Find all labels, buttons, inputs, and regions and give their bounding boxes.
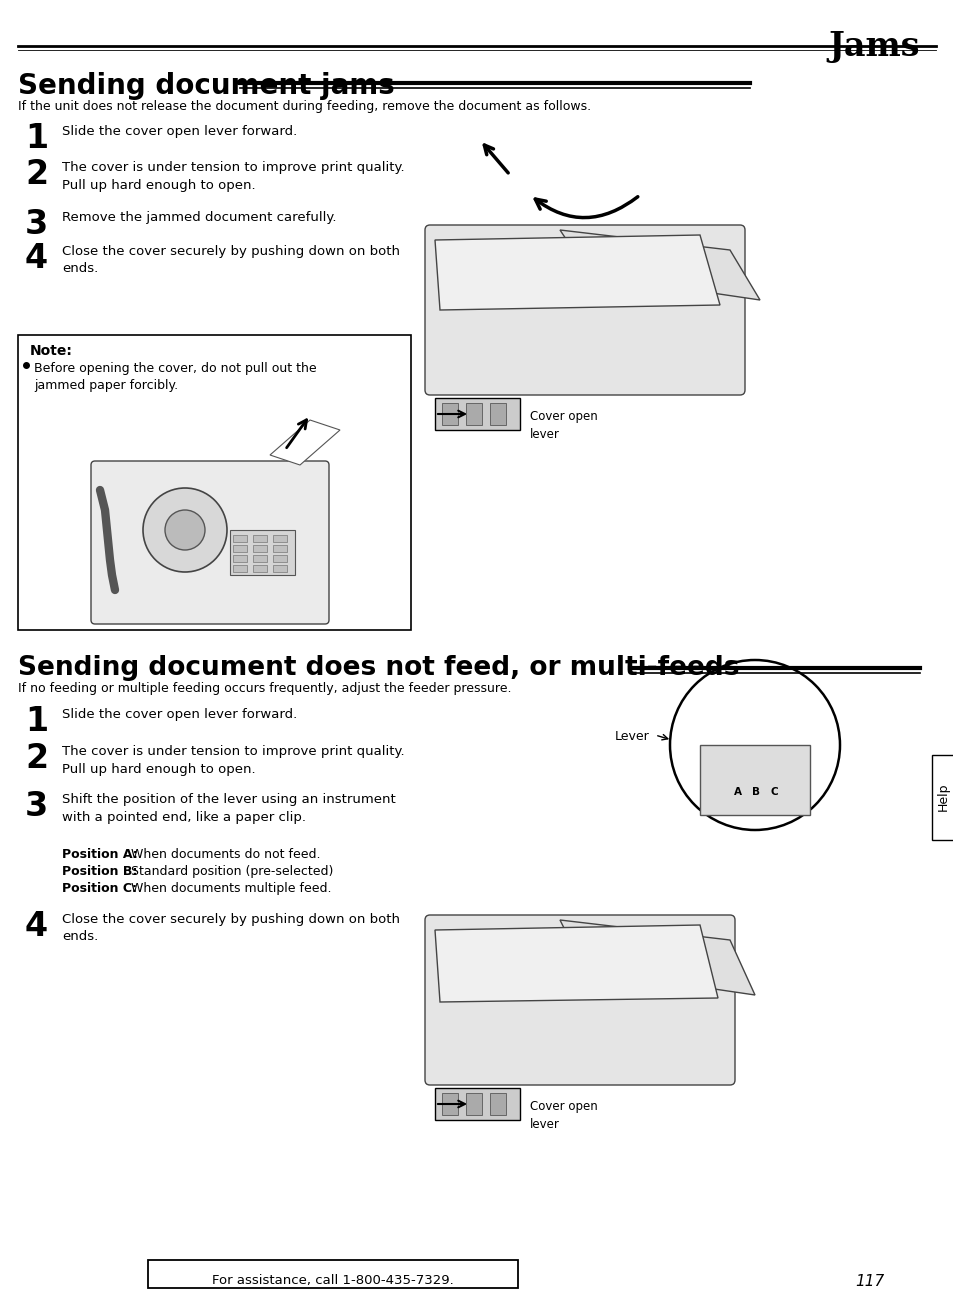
Circle shape bbox=[669, 660, 840, 830]
Bar bbox=[233, 545, 247, 552]
Text: Standard position (pre-selected): Standard position (pre-selected) bbox=[123, 865, 334, 878]
Bar bbox=[931, 755, 953, 840]
Text: Cover open
lever: Cover open lever bbox=[530, 410, 598, 441]
Bar bbox=[253, 545, 267, 552]
Polygon shape bbox=[435, 925, 718, 1001]
Text: Position C:: Position C: bbox=[62, 882, 137, 895]
Text: 1: 1 bbox=[25, 706, 48, 738]
Text: Close the cover securely by pushing down on both
ends.: Close the cover securely by pushing down… bbox=[62, 245, 399, 275]
Text: A: A bbox=[733, 787, 741, 797]
Bar bbox=[148, 1261, 517, 1288]
Text: Position A:: Position A: bbox=[62, 848, 137, 861]
Text: 3: 3 bbox=[25, 791, 49, 823]
Text: Help: Help bbox=[936, 783, 948, 812]
Text: The cover is under tension to improve print quality.
Pull up hard enough to open: The cover is under tension to improve pr… bbox=[62, 745, 404, 775]
Bar bbox=[435, 398, 519, 429]
Bar bbox=[441, 403, 457, 425]
Text: 117: 117 bbox=[855, 1274, 883, 1289]
Text: 1: 1 bbox=[25, 122, 48, 154]
Text: Sending document jams: Sending document jams bbox=[18, 72, 395, 99]
Polygon shape bbox=[559, 230, 760, 300]
Circle shape bbox=[165, 511, 205, 550]
Text: When documents multiple feed.: When documents multiple feed. bbox=[123, 882, 332, 895]
Bar bbox=[233, 535, 247, 542]
Text: The cover is under tension to improve print quality.
Pull up hard enough to open: The cover is under tension to improve pr… bbox=[62, 161, 404, 191]
Text: Lever: Lever bbox=[615, 730, 649, 744]
Text: Jams: Jams bbox=[827, 30, 919, 63]
Bar bbox=[253, 535, 267, 542]
Text: Shift the position of the lever using an instrument
with a pointed end, like a p: Shift the position of the lever using an… bbox=[62, 793, 395, 823]
Text: B: B bbox=[751, 787, 760, 797]
Text: 2: 2 bbox=[25, 742, 48, 775]
Text: Sending document does not feed, or multi-feeds: Sending document does not feed, or multi… bbox=[18, 654, 739, 681]
Bar bbox=[273, 555, 287, 562]
Bar bbox=[18, 335, 411, 630]
Text: 2: 2 bbox=[25, 158, 48, 191]
Text: 4: 4 bbox=[25, 242, 48, 275]
Bar bbox=[465, 403, 481, 425]
Text: Close the cover securely by pushing down on both
ends.: Close the cover securely by pushing down… bbox=[62, 912, 399, 944]
Text: Note:: Note: bbox=[30, 344, 72, 357]
Text: 4: 4 bbox=[25, 910, 48, 942]
Bar bbox=[230, 530, 294, 575]
Text: Cover open
lever: Cover open lever bbox=[530, 1100, 598, 1131]
Bar bbox=[490, 403, 505, 425]
Text: Position B:: Position B: bbox=[62, 865, 137, 878]
Bar bbox=[465, 1093, 481, 1115]
Bar bbox=[273, 545, 287, 552]
FancyBboxPatch shape bbox=[424, 225, 744, 395]
Text: Slide the cover open lever forward.: Slide the cover open lever forward. bbox=[62, 124, 297, 137]
Bar bbox=[273, 535, 287, 542]
Bar bbox=[233, 565, 247, 572]
Polygon shape bbox=[559, 920, 754, 995]
Text: If no feeding or multiple feeding occurs frequently, adjust the feeder pressure.: If no feeding or multiple feeding occurs… bbox=[18, 682, 511, 695]
Bar bbox=[273, 565, 287, 572]
FancyBboxPatch shape bbox=[91, 461, 329, 624]
Bar bbox=[700, 745, 809, 816]
Text: C: C bbox=[769, 787, 777, 797]
Bar bbox=[435, 1088, 519, 1121]
Bar bbox=[253, 555, 267, 562]
Circle shape bbox=[143, 488, 227, 572]
Bar bbox=[233, 555, 247, 562]
Text: 3: 3 bbox=[25, 208, 49, 241]
Text: If the unit does not release the document during feeding, remove the document as: If the unit does not release the documen… bbox=[18, 99, 591, 113]
Polygon shape bbox=[270, 420, 339, 465]
Text: For assistance, call 1-800-435-7329.: For assistance, call 1-800-435-7329. bbox=[212, 1274, 454, 1287]
Text: Before opening the cover, do not pull out the
jammed paper forcibly.: Before opening the cover, do not pull ou… bbox=[34, 363, 316, 391]
Text: Slide the cover open lever forward.: Slide the cover open lever forward. bbox=[62, 708, 297, 721]
FancyBboxPatch shape bbox=[424, 915, 734, 1085]
Text: When documents do not feed.: When documents do not feed. bbox=[123, 848, 320, 861]
Bar bbox=[490, 1093, 505, 1115]
Bar bbox=[441, 1093, 457, 1115]
Text: Remove the jammed document carefully.: Remove the jammed document carefully. bbox=[62, 211, 336, 224]
Polygon shape bbox=[435, 236, 720, 310]
Bar bbox=[253, 565, 267, 572]
